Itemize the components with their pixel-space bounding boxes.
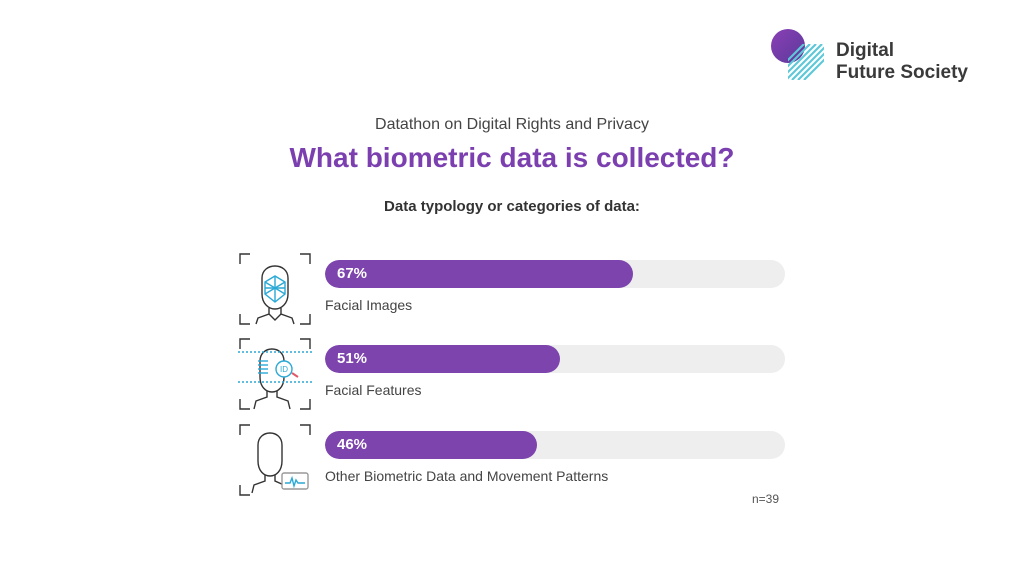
- page-title: What biometric data is collected?: [289, 142, 735, 173]
- bar-track: 51%: [325, 345, 785, 373]
- section-label: Data typology or categories of data:: [384, 198, 640, 215]
- bar-facial-features: [325, 345, 560, 373]
- bar-row-facial-images: 67% Facial Images: [238, 252, 798, 332]
- logo: Digital Future Society: [770, 28, 1010, 88]
- bar-other-biometric: [325, 431, 537, 459]
- face-id-scan-icon: ID: [238, 338, 312, 410]
- category-label: Facial Images: [325, 297, 413, 313]
- subtitle: Datathon on Digital Rights and Privacy: [375, 116, 649, 133]
- logo-mark-icon: [771, 29, 824, 80]
- logo-line-2: Future Society: [836, 62, 968, 83]
- bar-value-label: 51%: [337, 350, 368, 367]
- bar-value-label: 46%: [337, 436, 368, 453]
- logo-line-1: Digital: [836, 40, 895, 61]
- logo-text: Digital Future Society: [836, 40, 968, 84]
- face-mesh-icon: [239, 253, 311, 325]
- category-label: Facial Features: [325, 382, 422, 398]
- sample-size-note: n=39: [752, 492, 780, 506]
- category-label: Other Biometric Data and Movement Patter…: [325, 468, 609, 484]
- bar-track: 67%: [325, 260, 785, 288]
- face-movement-icon: [239, 424, 311, 496]
- bar-track: 46%: [325, 431, 785, 459]
- bar-row-facial-features: ID 51% Facial Features: [238, 337, 798, 417]
- bar-facial-images: [325, 260, 634, 288]
- bar-value-label: 67%: [337, 265, 368, 282]
- bar-row-other-biometric: 46% Other Biometric Data and Movement Pa…: [238, 423, 798, 503]
- svg-text:ID: ID: [280, 365, 288, 374]
